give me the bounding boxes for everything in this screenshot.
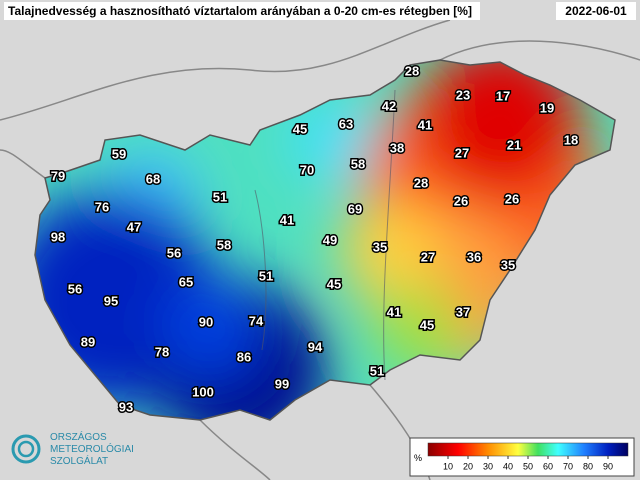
legend-tick-label: 50 bbox=[523, 461, 533, 471]
station-value: 38 bbox=[390, 140, 404, 155]
station-value: 18 bbox=[564, 132, 578, 147]
station-value: 45 bbox=[293, 121, 307, 136]
legend-tick-label: 80 bbox=[583, 461, 593, 471]
station-value: 37 bbox=[456, 304, 470, 319]
station-value: 58 bbox=[217, 237, 231, 252]
logo-line: SZOLGÁLAT bbox=[50, 454, 108, 467]
station-value: 19 bbox=[540, 100, 554, 115]
station-value: 26 bbox=[454, 193, 468, 208]
station-value: 41 bbox=[280, 212, 294, 227]
station-value: 47 bbox=[127, 219, 141, 234]
legend-tick-label: 20 bbox=[463, 461, 473, 471]
station-value: 89 bbox=[81, 334, 95, 349]
station-value: 90 bbox=[199, 314, 213, 329]
borders bbox=[0, 19, 640, 480]
station-value: 51 bbox=[259, 268, 273, 283]
legend-unit: % bbox=[414, 453, 422, 463]
station-value: 26 bbox=[505, 191, 519, 206]
station-value: 42 bbox=[382, 98, 396, 113]
title: Talajnedvesség a hasznosítható víztartal… bbox=[8, 4, 472, 18]
station-value: 45 bbox=[327, 276, 341, 291]
legend-tick-label: 40 bbox=[503, 461, 513, 471]
station-value: 93 bbox=[119, 399, 133, 414]
station-value: 23 bbox=[456, 87, 470, 102]
station-value: 56 bbox=[68, 281, 82, 296]
station-value: 63 bbox=[339, 116, 353, 131]
station-value: 51 bbox=[213, 189, 227, 204]
station-value: 45 bbox=[420, 317, 434, 332]
rivers bbox=[254, 89, 396, 381]
station-value: 98 bbox=[51, 229, 65, 244]
station-value: 68 bbox=[146, 171, 160, 186]
station-value: 86 bbox=[237, 349, 251, 364]
color-bar bbox=[427, 442, 629, 457]
title-box bbox=[4, 2, 480, 20]
legend-tick-label: 60 bbox=[543, 461, 553, 471]
logo-line: METEOROLÓGIAI bbox=[50, 442, 134, 455]
country-border bbox=[34, 59, 616, 421]
date-box bbox=[556, 2, 636, 20]
station-value: 27 bbox=[421, 249, 435, 264]
station-value: 27 bbox=[455, 145, 469, 160]
station-value: 99 bbox=[275, 376, 289, 391]
station-value: 76 bbox=[95, 199, 109, 214]
station-value: 17 bbox=[496, 88, 510, 103]
date: 2022-06-01 bbox=[565, 4, 627, 18]
station-value: 78 bbox=[155, 344, 169, 359]
legend-tick-label: 10 bbox=[443, 461, 453, 471]
station-value: 69 bbox=[348, 201, 362, 216]
station-value: 35 bbox=[373, 239, 387, 254]
legend-tick-label: 90 bbox=[603, 461, 613, 471]
station-value: 59 bbox=[112, 146, 126, 161]
station-value: 94 bbox=[308, 339, 323, 354]
station-value: 70 bbox=[300, 162, 314, 177]
station-value: 95 bbox=[104, 293, 118, 308]
station-value: 51 bbox=[370, 363, 384, 378]
station-value: 100 bbox=[192, 384, 214, 399]
logo: ORSZÁGOS METEOROLÓGIAI SZOLGÁLAT bbox=[11, 430, 134, 467]
station-value: 74 bbox=[249, 313, 264, 328]
station-value: 21 bbox=[507, 137, 521, 152]
legend-tick-label: 70 bbox=[563, 461, 573, 471]
station-value: 28 bbox=[405, 63, 419, 78]
station-value: 79 bbox=[51, 168, 65, 183]
station-value: 49 bbox=[323, 232, 337, 247]
station-value: 35 bbox=[501, 257, 515, 272]
station-value: 65 bbox=[179, 274, 193, 289]
logo-line: ORSZÁGOS bbox=[50, 430, 107, 443]
station-value: 36 bbox=[467, 249, 481, 264]
station-value: 41 bbox=[387, 304, 401, 319]
station-value: 28 bbox=[414, 175, 428, 190]
legend-tick-label: 30 bbox=[483, 461, 493, 471]
station-value: 56 bbox=[167, 245, 181, 260]
station-value: 58 bbox=[351, 156, 365, 171]
station-value: 41 bbox=[418, 117, 432, 132]
